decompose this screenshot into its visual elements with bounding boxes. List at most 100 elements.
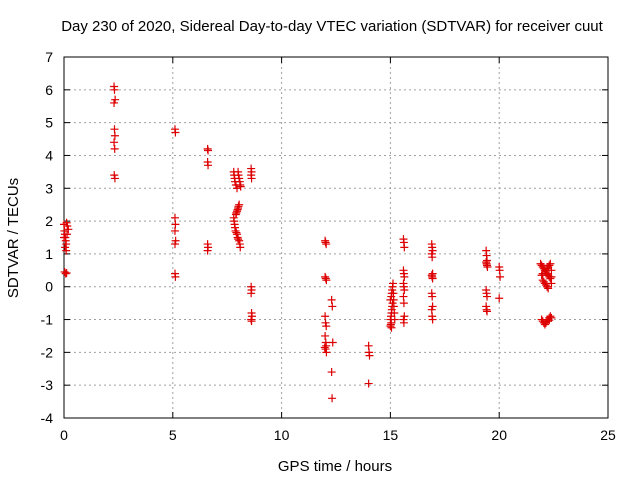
data-point (110, 131, 119, 140)
data-point (428, 315, 437, 324)
data-point (236, 243, 245, 252)
data-point (110, 85, 119, 94)
data-point (170, 226, 179, 235)
data-point (203, 246, 212, 255)
data-points (60, 82, 556, 403)
data-point (547, 279, 556, 288)
data-point (234, 171, 243, 180)
data-point (171, 236, 180, 245)
data-point (171, 128, 180, 137)
data-point (110, 144, 119, 153)
data-point (545, 261, 554, 270)
y-tick-label: 5 (45, 115, 53, 131)
axis-ticks: 0 5 10 15 20 25 -4 -3 -2 -1 0 1 2 3 4 5 6 7 (41, 49, 616, 443)
chart-title: Day 230 of 2020, Sidereal Day-to-day VTE… (61, 18, 603, 35)
data-point (232, 208, 241, 217)
data-point (232, 228, 241, 237)
data-point (110, 138, 119, 147)
y-tick-label: 4 (45, 147, 53, 163)
data-point (390, 315, 399, 324)
y-tick-label: 6 (45, 82, 53, 98)
data-point (428, 292, 437, 301)
data-point (234, 202, 243, 211)
data-point (545, 316, 554, 325)
y-tick-label: 3 (45, 180, 53, 196)
data-point (399, 299, 408, 308)
data-point (247, 317, 256, 326)
data-point (322, 240, 331, 249)
data-point (61, 243, 70, 252)
data-point (235, 174, 244, 183)
data-point (483, 307, 492, 316)
data-point (387, 323, 396, 332)
data-point (321, 238, 330, 247)
x-tick-label: 25 (600, 427, 616, 443)
data-point (235, 200, 244, 209)
data-point (110, 171, 119, 180)
data-point (234, 235, 243, 244)
data-point (231, 226, 240, 235)
x-tick-label: 15 (383, 427, 399, 443)
data-point (495, 294, 504, 303)
data-point (232, 207, 241, 216)
data-point (170, 240, 179, 249)
y-tick-label: -3 (41, 377, 54, 393)
data-point (62, 268, 71, 277)
data-point (389, 279, 398, 288)
y-tick-label: -1 (41, 312, 54, 328)
data-point (428, 274, 437, 283)
data-point (232, 230, 241, 239)
x-tick-label: 20 (491, 427, 507, 443)
data-point (63, 222, 72, 231)
data-point (400, 243, 409, 252)
data-point (110, 174, 119, 183)
data-point (61, 269, 70, 278)
data-point (483, 263, 492, 272)
y-tick-label: 0 (45, 279, 53, 295)
data-point (235, 236, 244, 245)
data-point (328, 394, 337, 403)
data-point (399, 318, 408, 327)
y-tick-label: 1 (45, 246, 53, 262)
data-point (428, 253, 437, 262)
data-point (320, 343, 329, 352)
data-point (364, 379, 373, 388)
data-point (62, 218, 71, 227)
data-point (111, 95, 120, 104)
data-point (62, 246, 71, 255)
data-point (322, 276, 331, 285)
data-point (60, 267, 69, 276)
data-point (327, 295, 336, 304)
data-point (546, 274, 555, 283)
data-point (204, 146, 213, 155)
data-point (537, 271, 546, 280)
y-tick-label: 2 (45, 213, 53, 229)
data-point (236, 182, 245, 191)
data-point (63, 230, 72, 239)
data-point (400, 286, 409, 295)
data-point (247, 174, 256, 183)
y-tick-label: -4 (41, 410, 54, 426)
data-point (204, 161, 213, 170)
data-point (321, 272, 330, 281)
data-point (483, 292, 492, 301)
plot-frame (63, 56, 609, 419)
data-point (328, 338, 337, 347)
data-point (428, 302, 437, 311)
y-tick-label: -2 (41, 344, 54, 360)
data-point (171, 272, 180, 281)
x-tick-label: 0 (60, 427, 68, 443)
y-axis-label: SDTVAR / TECUs (5, 178, 22, 298)
data-point (365, 351, 374, 360)
data-point (538, 269, 547, 278)
data-point (64, 225, 73, 234)
data-point (321, 331, 330, 340)
data-point (322, 322, 331, 331)
data-point (321, 345, 330, 354)
data-point (328, 302, 337, 311)
data-point (496, 272, 505, 281)
x-axis-label: GPS time / hours (278, 458, 392, 475)
data-point (543, 282, 552, 291)
y-tick-label: 7 (45, 49, 53, 65)
